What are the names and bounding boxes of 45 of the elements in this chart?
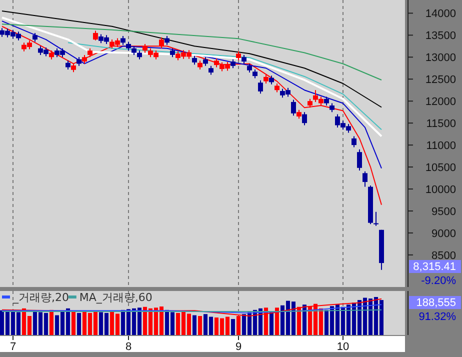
bar (231, 319, 235, 335)
x-tick-label: 8 (125, 341, 132, 353)
line-series (2, 20, 382, 169)
candlestick (159, 36, 164, 49)
legend-label: MA_거래량,60 (79, 291, 152, 304)
y-tick-label: 12500 (425, 74, 456, 86)
candlestick (357, 148, 362, 172)
x-tick-label: 9 (235, 341, 242, 353)
text: 188,555 (416, 297, 456, 309)
bar (72, 311, 76, 335)
candlestick (302, 112, 307, 126)
y-tick-label: 9000 (432, 228, 456, 240)
y-tick-label: 12000 (425, 96, 456, 108)
y-tick-label: 14000 (425, 8, 456, 20)
y-tick-label: 10000 (425, 184, 456, 196)
candlestick (291, 99, 296, 116)
line-series (2, 24, 382, 80)
bar (198, 316, 202, 335)
y-tick-label: 10500 (425, 162, 456, 174)
line-series (2, 26, 382, 206)
line-series (2, 10, 382, 108)
candlestick (362, 170, 368, 188)
candlestick (352, 136, 356, 148)
candlestick (374, 211, 378, 226)
text: 8,315.41 (413, 261, 456, 273)
y-tick-label: 8500 (432, 250, 456, 262)
line-series (68, 42, 382, 130)
text: -9.20% (421, 275, 456, 287)
bar (270, 312, 274, 335)
bar (192, 315, 196, 335)
bar (50, 310, 54, 335)
bar (302, 304, 306, 335)
legend-label: _거래량,20 (12, 291, 69, 304)
text: 91.32% (418, 311, 456, 323)
y-tick-label: 11500 (426, 118, 456, 130)
bar (77, 312, 81, 335)
x-tick-label: 10 (336, 341, 350, 353)
line-series (1, 16, 382, 138)
y-tick-label: 13000 (425, 52, 456, 64)
y-tick-label: 13500 (425, 30, 456, 42)
candlestick (93, 30, 98, 41)
candlestick (258, 80, 263, 94)
y-tick-label: 9500 (432, 206, 456, 218)
y-tick-label: 11000 (426, 140, 456, 152)
x-tick-label: 7 (10, 341, 16, 353)
